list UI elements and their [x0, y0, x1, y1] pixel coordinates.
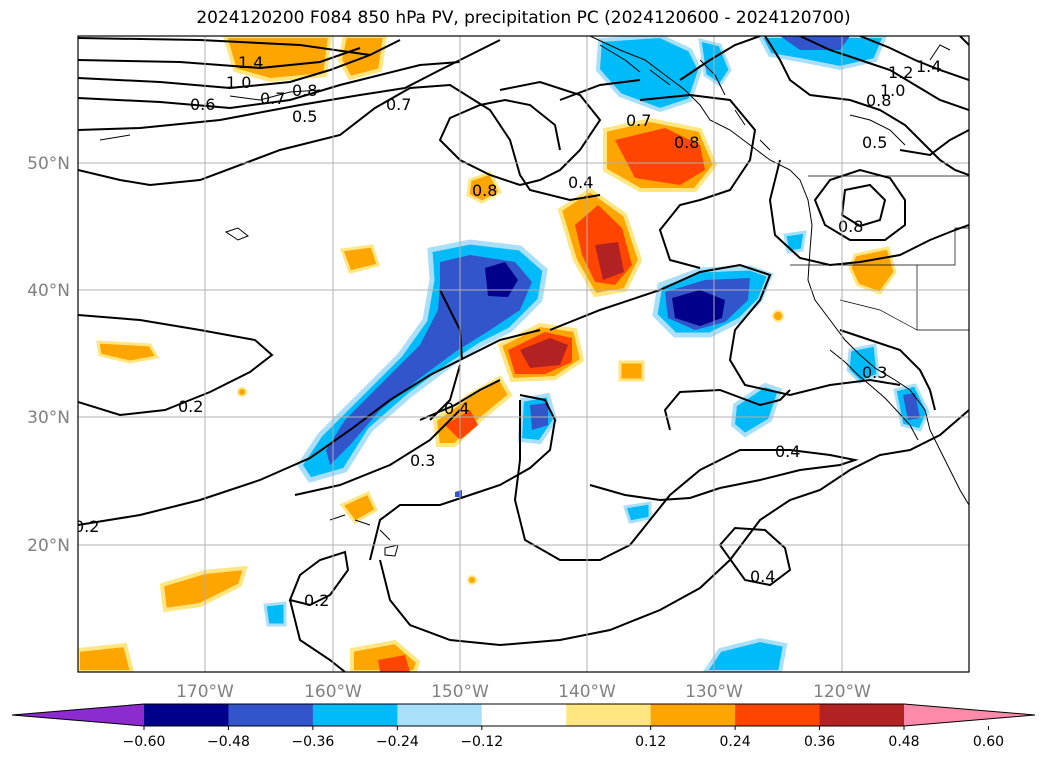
- contour-label: 1.4: [238, 53, 263, 72]
- contour-label: 0.6: [190, 95, 215, 114]
- contour-label: 0.2: [74, 517, 99, 536]
- contour-label: 0.3: [410, 451, 435, 470]
- lon-tick-label: 140°W: [558, 682, 616, 702]
- colorbar-segment: [819, 704, 905, 726]
- colorbar-segment: [397, 704, 483, 726]
- contour-label: 0.8: [292, 81, 317, 100]
- map-title: 2024120200 F084 850 hPa PV, precipitatio…: [196, 8, 851, 28]
- contour-label: 0.5: [292, 107, 317, 126]
- pv-contour-labels: 1.4 1.0 0.8 0.7 0.6 0.5 0.7 0.8 0.4 0.7 …: [74, 53, 941, 610]
- contour-label: 0.2: [178, 397, 203, 416]
- lon-tick-labels: 170°W 160°W 150°W 140°W 130°W 120°W: [176, 682, 871, 702]
- colorbar-extend-min: [12, 704, 144, 726]
- contour-label: 0.7: [386, 95, 411, 114]
- colorbar-tick-label: −0.48: [207, 734, 250, 750]
- colorbar-segment: [228, 704, 314, 726]
- contour-label: 0.4: [775, 442, 800, 461]
- contour-label: 0.8: [472, 181, 497, 200]
- colorbar-tick-label: −0.60: [123, 734, 166, 750]
- colorbar-tick-label: 0.24: [720, 734, 751, 750]
- lon-tick-label: 170°W: [176, 682, 234, 702]
- lat-tick-label: 40°N: [27, 281, 70, 301]
- colorbar: −0.60 −0.48 −0.36 −0.24 −0.12 0.12 0.24 0.36 0.4…: [11, 703, 1036, 750]
- colorbar-tick-label: 0.12: [635, 734, 666, 750]
- precip-shading: [78, 36, 930, 672]
- colorbar-segment: [566, 704, 652, 726]
- lon-tick-label: 130°W: [685, 682, 743, 702]
- lat-tick-label: 30°N: [27, 408, 70, 428]
- colorbar-tick-label: 0.48: [888, 734, 919, 750]
- contour-label: 0.7: [260, 89, 285, 108]
- colorbar-segment: [481, 704, 567, 726]
- contour-label: 0.4: [568, 173, 593, 192]
- contour-label: 0.7: [626, 111, 651, 130]
- contour-label: 0.4: [444, 399, 469, 418]
- lat-tick-labels: 50°N 40°N 30°N 20°N: [27, 154, 70, 556]
- colorbar-segment: [144, 704, 229, 726]
- contour-label: 0.8: [674, 133, 699, 152]
- colorbar-segment: [735, 704, 821, 726]
- contour-label: 0.5: [862, 133, 887, 152]
- contour-label: 0.4: [750, 567, 775, 586]
- contour-label: 1.0: [880, 81, 905, 100]
- contour-label: 0.2: [304, 591, 329, 610]
- colorbar-tick-label: −0.24: [376, 734, 419, 750]
- gridlines: [78, 36, 969, 672]
- colorbar-tick-label: −0.36: [291, 734, 334, 750]
- lat-tick-label: 50°N: [27, 154, 70, 174]
- colorbar-tick-label: −0.12: [460, 734, 503, 750]
- plot-frame: [77, 35, 970, 673]
- contour-label: 1.2: [888, 63, 913, 82]
- contour-label: 0.8: [866, 91, 891, 110]
- colorbar-tick-label: 0.60: [973, 734, 1004, 750]
- colorbar-extend-max: [904, 704, 1035, 726]
- lon-tick-label: 120°W: [813, 682, 871, 702]
- contour-label: 0.8: [838, 217, 863, 236]
- lat-tick-label: 20°N: [27, 536, 70, 556]
- colorbar-segment: [312, 704, 398, 726]
- contour-label: 0.3: [862, 363, 887, 382]
- colorbar-tick-label: 0.36: [804, 734, 835, 750]
- contour-label: 1.4: [916, 57, 941, 76]
- lon-tick-label: 150°W: [431, 682, 489, 702]
- contour-label: 1.0: [226, 73, 251, 92]
- colorbar-segment: [650, 704, 736, 726]
- lon-tick-label: 160°W: [304, 682, 362, 702]
